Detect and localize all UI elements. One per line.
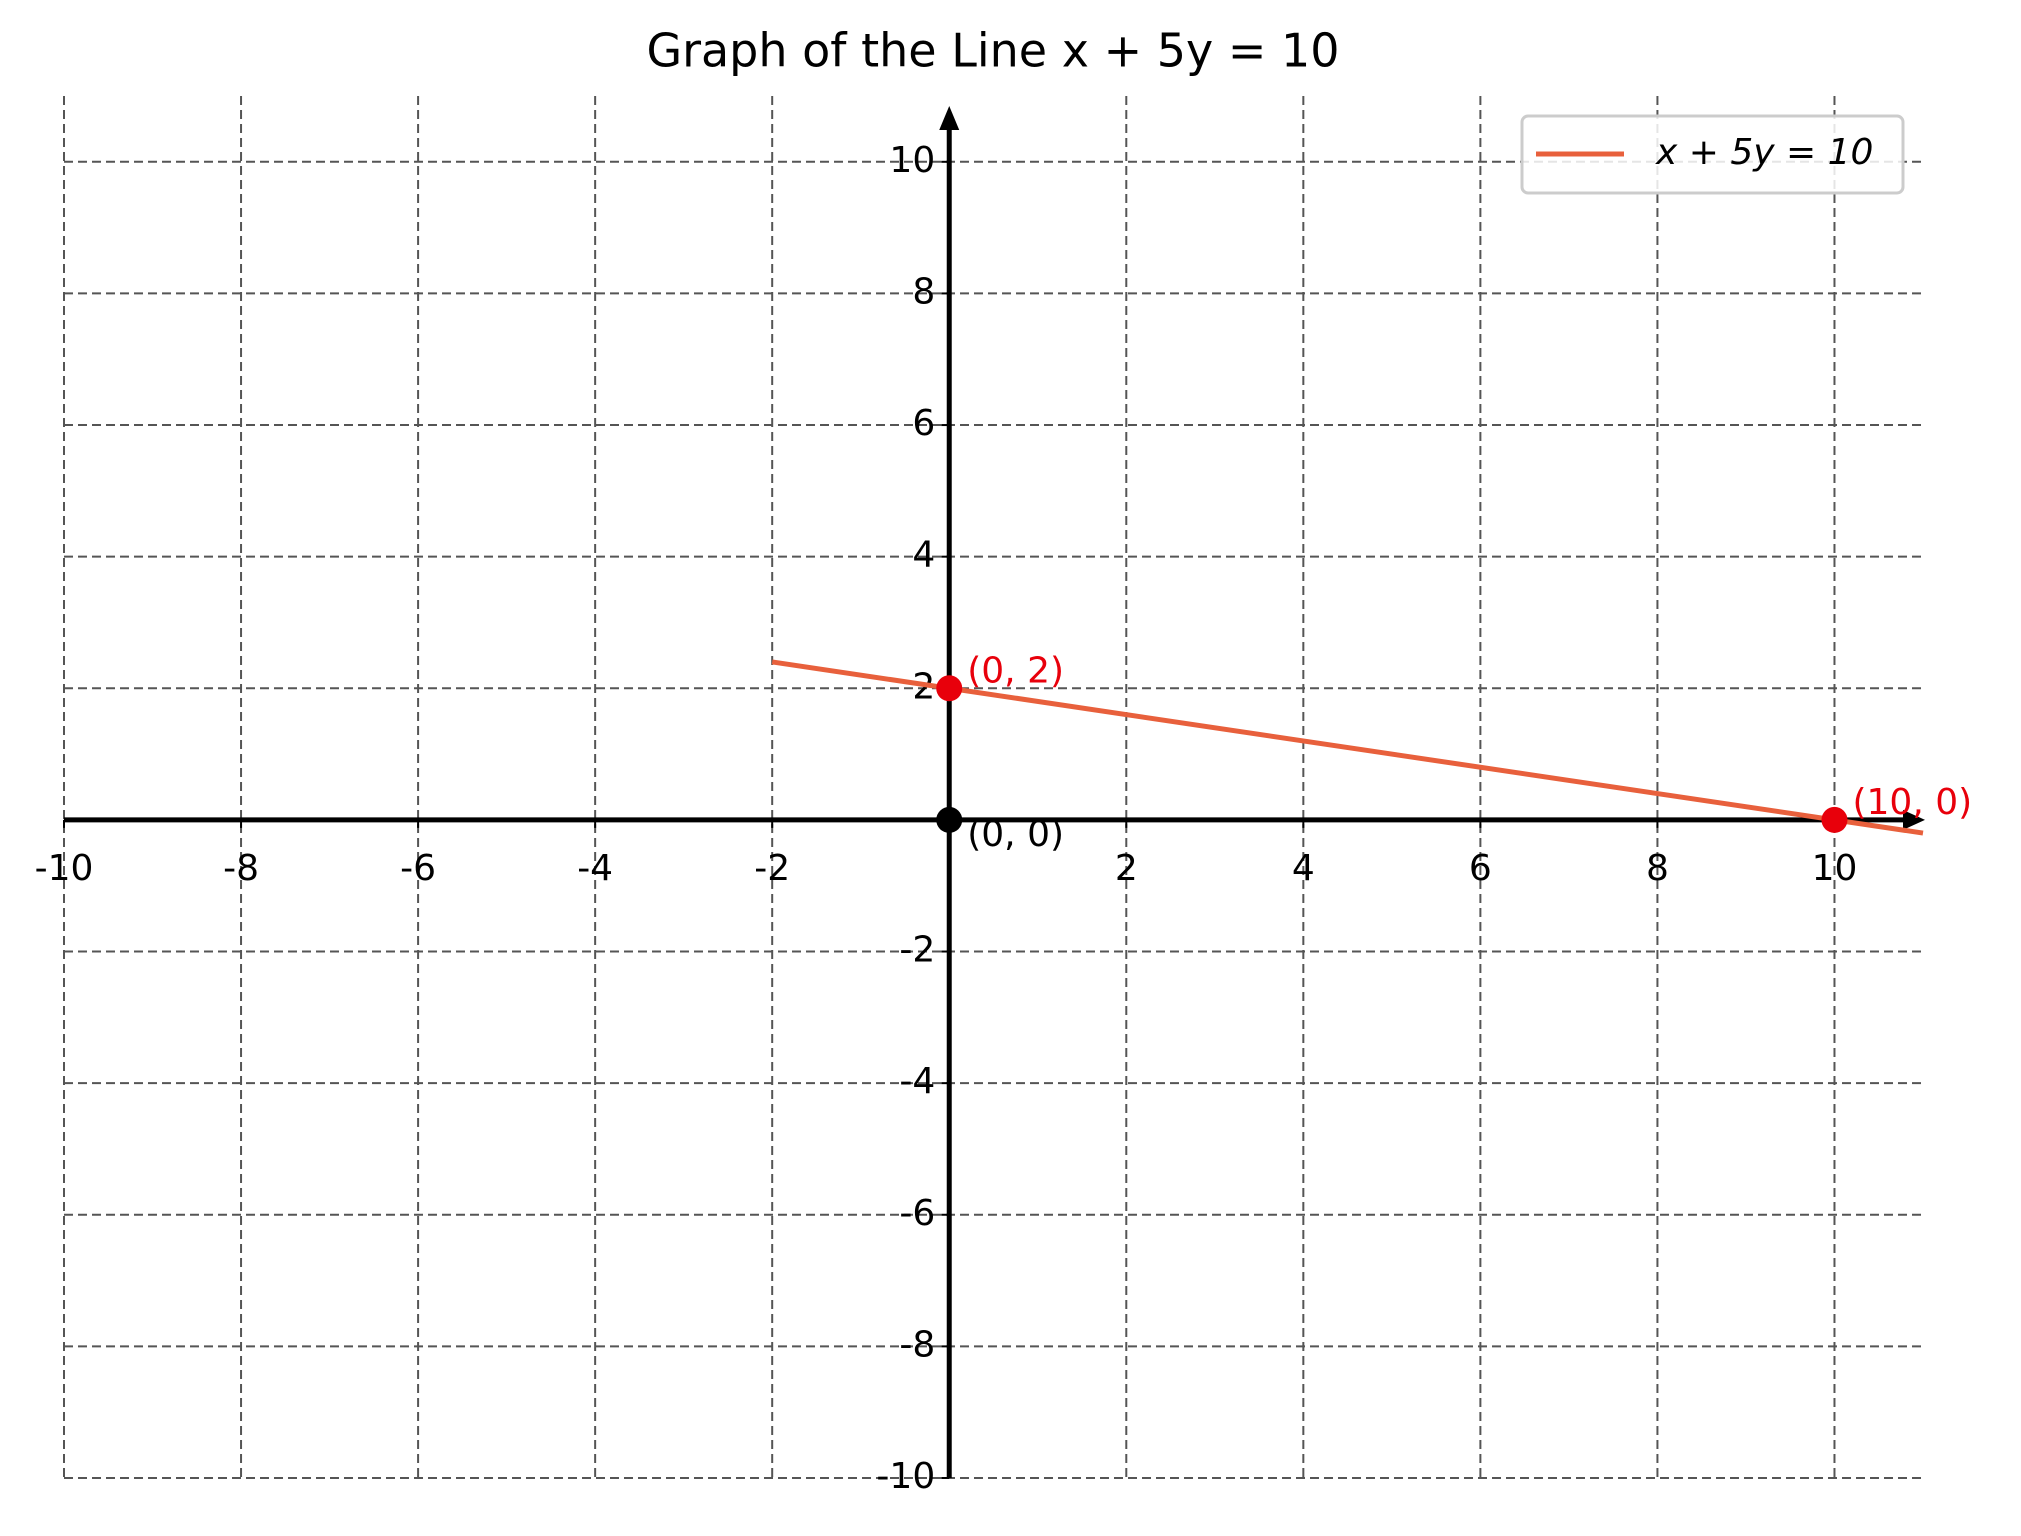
x-tick-label: -2 [754, 848, 790, 889]
x-axis-arrow [1903, 809, 1925, 830]
line [771, 659, 1924, 836]
y-tick-label: -6 [899, 1193, 935, 1234]
x-tick-label: -10 [35, 848, 94, 889]
x-tick-label: 2 [1115, 848, 1138, 889]
x-tick-label: -8 [223, 848, 259, 889]
point-label: (0, 2) [967, 650, 1064, 691]
x-tick-label: 8 [1646, 848, 1669, 889]
x-tick-label: 4 [1292, 848, 1315, 889]
y-tick-label: 8 [912, 271, 935, 312]
y-tick-label: -2 [899, 930, 935, 971]
point-label: (0, 0) [967, 814, 1064, 855]
x-tick-label: -6 [400, 848, 436, 889]
point [936, 806, 963, 833]
x-tick-label: 6 [1469, 848, 1492, 889]
point [1821, 806, 1848, 833]
legend [1520, 114, 1905, 195]
y-tick-label: 10 [889, 140, 935, 181]
y-tick-label: 6 [912, 403, 935, 444]
y-tick-label: 4 [912, 535, 935, 576]
x-tick-label: 10 [1812, 848, 1858, 889]
y-axis-arrow [939, 106, 960, 130]
y-tick-label: -8 [899, 1324, 935, 1365]
legend-label: x + 5y = 10 [1655, 132, 1873, 173]
point-label: (10, 0) [1852, 782, 1972, 823]
point [936, 675, 963, 702]
chart-title: Graph of the Line x + 5y = 10 [646, 24, 1339, 78]
y-tick-label: -10 [876, 1456, 935, 1497]
y-tick-label: -4 [899, 1061, 935, 1102]
x-tick-label: -4 [577, 848, 613, 889]
